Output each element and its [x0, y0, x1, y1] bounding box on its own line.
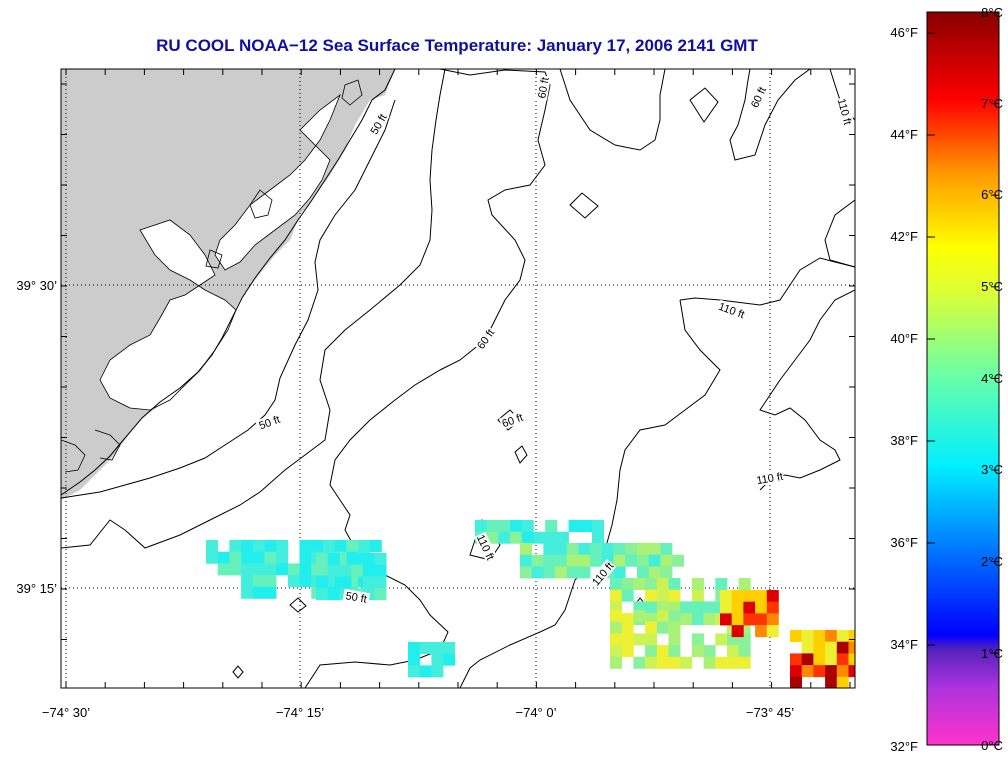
lon-label: −74° 30’	[42, 705, 90, 720]
contour-label: 110 ft	[756, 471, 784, 487]
colorbar-label-c: 5°C	[981, 279, 1003, 294]
contour-label: 60 ft	[536, 76, 552, 99]
lon-label: −74° 15’	[276, 705, 324, 720]
colorbar-label-c: 3°C	[981, 462, 1003, 477]
colorbar-label-f: 36°F	[890, 535, 918, 550]
colorbar-label-f: 34°F	[890, 637, 918, 652]
great-bay-water	[99, 219, 237, 411]
colorbar-label-f: 32°F	[890, 739, 918, 754]
lon-label: −73° 45’	[746, 705, 794, 720]
lat-label: 39° 30’	[16, 278, 57, 293]
colorbar-label-c: 1°C	[981, 646, 1003, 661]
back-bay-water	[214, 93, 341, 271]
colorbar-celsius-labels: 8°C 7°C 6°C 5°C 4°C 3°C 2°C 1°C 0°C	[981, 5, 1003, 753]
colorbar-ticks	[927, 11, 999, 746]
lon-label: −74° 0’	[516, 705, 557, 720]
colorbar-label-c: 7°C	[981, 96, 1003, 111]
colorbar-fahrenheit-labels: 46°F 44°F 42°F 40°F 38°F 36°F 34°F 32°F	[890, 25, 918, 754]
colorbar-label-c: 0°C	[981, 738, 1003, 753]
contour-label: 50 ft	[345, 590, 368, 606]
colorbar-label-f: 38°F	[890, 433, 918, 448]
map-title: RU COOL NOAA−12 Sea Surface Temperature:…	[156, 36, 758, 55]
colorbar-label-f: 44°F	[890, 127, 918, 142]
sst-pixel-layer	[206, 520, 855, 688]
colorbar	[926, 11, 1000, 746]
lat-label: 39° 15’	[16, 581, 57, 596]
colorbar-label-f: 46°F	[890, 25, 918, 40]
colorbar-label-c: 6°C	[981, 187, 1003, 202]
shore-detail	[61, 79, 363, 473]
colorbar-label-f: 42°F	[890, 229, 918, 244]
graticule	[61, 69, 855, 688]
colorbar-label-c: 8°C	[981, 5, 1003, 20]
colorbar-label-c: 2°C	[981, 554, 1003, 569]
colorbar-label-f: 40°F	[890, 331, 918, 346]
frame-ticks	[61, 69, 855, 688]
barrier-island-coast	[61, 69, 396, 496]
colorbar-label-c: 4°C	[981, 371, 1003, 386]
